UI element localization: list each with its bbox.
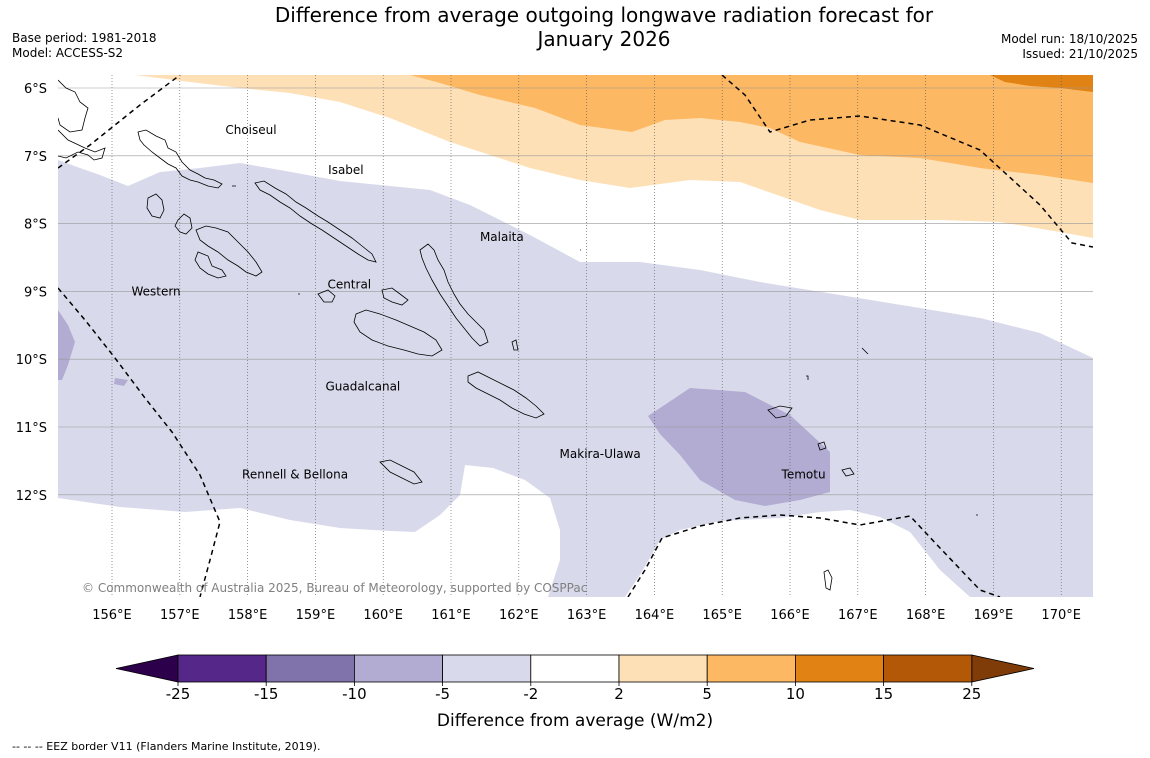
longitude-label: 157°E — [160, 608, 200, 623]
region-label: Choiseul — [225, 123, 276, 137]
map-title: Difference from average outgoing longwav… — [200, 3, 1008, 51]
colorbar-under-arrow — [115, 654, 179, 683]
longitude-label: 159°E — [296, 608, 336, 623]
longitude-label: 163°E — [567, 608, 607, 623]
colorbar-tick-label: 25 — [962, 685, 981, 703]
contour-mid-purple-west — [58, 310, 75, 380]
island-choiseul — [137, 129, 223, 189]
longitude-label: 166°E — [770, 608, 810, 623]
colorbar-over-arrow — [971, 654, 1035, 683]
colorbar-tick-label: 5 — [702, 685, 712, 703]
colorbar-swatch — [530, 654, 620, 683]
longitude-labels: 156°E 157°E 158°E 159°E 160°E 161°E 162°E 163°E… — [92, 608, 1081, 623]
island-guadalcanal — [353, 309, 443, 357]
colorbar-label: Difference from average (W/m2) — [437, 711, 713, 731]
region-label: Malaita — [480, 230, 524, 244]
colorbar-tick-label: -2 — [523, 685, 538, 703]
colorbar-swatch — [706, 654, 796, 683]
island-small-isles — [232, 185, 978, 591]
colorbar-tick-label: 10 — [786, 685, 805, 703]
region-label: Guadalcanal — [325, 379, 400, 393]
model-name: Model: ACCESS-S2 — [12, 46, 124, 60]
title-line-1: Difference from average outgoing longwav… — [274, 3, 934, 27]
latitude-label: 8°S — [24, 218, 47, 233]
colorbar-swatch — [353, 654, 443, 683]
longitude-label: 168°E — [906, 608, 946, 623]
colorbar-tick-label: -10 — [342, 685, 367, 703]
island-malaita — [419, 243, 489, 347]
island-isabel — [254, 180, 377, 263]
latitude-label: 6°S — [24, 82, 47, 97]
colorbar-swatch — [795, 654, 885, 683]
longitude-label: 158°E — [228, 608, 268, 623]
latitude-label: 7°S — [24, 150, 47, 165]
colorbar-tick-label: 2 — [614, 685, 624, 703]
region-label: Western — [131, 284, 180, 298]
islands — [58, 79, 978, 591]
colorbar-tick-label: -5 — [435, 685, 450, 703]
contour-light-purple — [58, 160, 1093, 597]
longitude-label: 161°E — [431, 608, 471, 623]
colorbar-swatch — [883, 654, 973, 683]
latitude-labels: 6°S 7°S 8°S 9°S 10°S 11°S 12°S — [16, 82, 47, 504]
island-florida — [381, 287, 409, 306]
region-label: Makira-Ulawa — [560, 447, 641, 461]
graticule — [58, 75, 1093, 597]
region-label: Temotu — [781, 467, 826, 481]
eez-border-png-south — [58, 287, 221, 597]
longitude-label: 167°E — [838, 608, 878, 623]
longitude-label: 169°E — [974, 608, 1014, 623]
colorbar-swatch — [618, 654, 708, 683]
island-new-georgia — [174, 213, 263, 279]
island-bougainville — [58, 79, 106, 161]
eez-border-northeast — [721, 75, 1093, 248]
model-run: Model run: 18/10/2025 — [1000, 32, 1138, 46]
eez-border-vanuatu — [627, 514, 1001, 597]
colorbar-tick-label: -15 — [254, 685, 279, 703]
longitude-label: 170°E — [1041, 608, 1081, 623]
meta-left: Base period: 1981-2018 Model: ACCESS-S2 — [12, 31, 157, 61]
colorbar-swatch — [177, 654, 267, 683]
island-rennell — [379, 459, 423, 485]
latitude-label: 9°S — [24, 285, 47, 300]
longitude-label: 162°E — [499, 608, 539, 623]
colorbar-swatch — [442, 654, 532, 683]
region-label: Central — [327, 278, 371, 292]
region-label: Isabel — [328, 163, 363, 177]
eez-borders — [58, 75, 1093, 597]
base-period: Base period: 1981-2018 — [12, 31, 157, 45]
longitude-label: 165°E — [702, 608, 742, 623]
island-makira — [467, 371, 545, 419]
issued-date: Issued: 21/10/2025 — [1022, 47, 1138, 61]
island-santa-cruz — [767, 405, 855, 477]
region-label: Rennell & Bellona — [242, 467, 348, 481]
longitude-label: 156°E — [92, 608, 132, 623]
contour-mid-purple-temotu — [648, 388, 830, 506]
meta-right: Model run: 18/10/2025 Issued: 21/10/2025 — [1001, 32, 1138, 62]
copyright-text: © Commonwealth of Australia 2025, Bureau… — [82, 581, 587, 595]
map-area: Choiseul Isabel Malaita Western Central Guada… — [58, 75, 1093, 597]
latitude-label: 11°S — [16, 421, 47, 436]
title-line-2: January 2026 — [537, 27, 671, 51]
region-labels: Choiseul Isabel Malaita Western Central Guada… — [131, 123, 825, 481]
island-russell — [317, 289, 336, 303]
colorbar-swatch — [265, 654, 355, 683]
latitude-label: 10°S — [16, 353, 47, 368]
contour-mid-purple-west-small — [114, 378, 128, 386]
colorbar-tick-label: -25 — [166, 685, 191, 703]
island-vella-lavella — [146, 193, 165, 219]
colorbar-tick-label: 15 — [874, 685, 893, 703]
longitude-label: 160°E — [363, 608, 403, 623]
longitude-label: 164°E — [635, 608, 675, 623]
eez-footnote: -- -- -- EEZ border V11 (Flanders Marine… — [12, 740, 321, 753]
latitude-label: 12°S — [16, 489, 47, 504]
